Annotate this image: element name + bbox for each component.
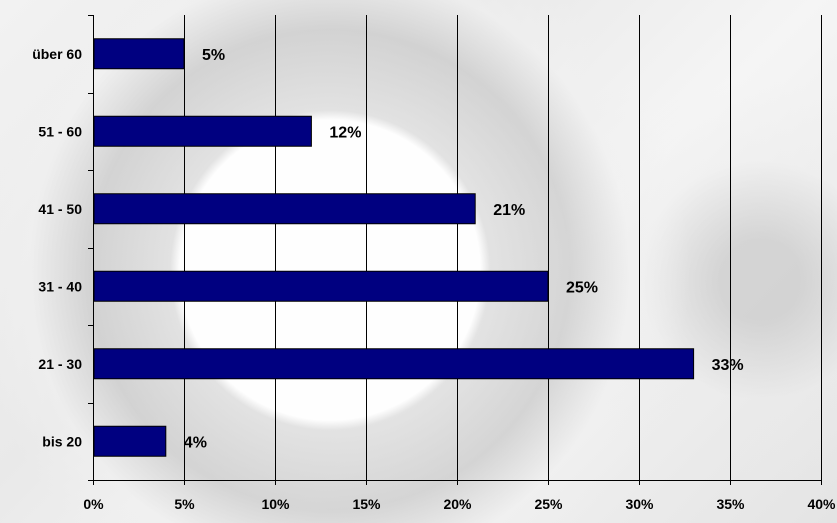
bar-41-50 xyxy=(93,193,476,225)
labels: 0% 5% 10% 15% 20% 25% 30% 35% 40% bis 20 4% 21 - 30… xyxy=(32,46,836,512)
bar-31-40 xyxy=(93,270,549,302)
category-label: 31 - 40 xyxy=(38,278,82,294)
x-tick-label: 5% xyxy=(174,496,195,512)
bars xyxy=(93,38,695,457)
category-label: über 60 xyxy=(32,46,82,62)
x-tick-label: 10% xyxy=(261,496,290,512)
x-tick-label: 35% xyxy=(716,496,745,512)
data-label: 25% xyxy=(566,279,598,296)
data-label: 5% xyxy=(202,47,225,64)
x-tick-label: 25% xyxy=(534,496,563,512)
bar-21-30 xyxy=(93,348,695,380)
axes xyxy=(88,15,822,485)
data-label: 12% xyxy=(329,124,361,141)
x-tick-label: 30% xyxy=(625,496,654,512)
category-label: bis 20 xyxy=(42,433,82,449)
x-tick-label: 0% xyxy=(83,496,104,512)
bar-bis20 xyxy=(93,425,167,457)
x-tick-label: 20% xyxy=(443,496,472,512)
x-tick-label: 15% xyxy=(352,496,381,512)
category-label: 21 - 30 xyxy=(38,356,82,372)
category-label: 51 - 60 xyxy=(38,123,82,139)
x-tick-label: 40% xyxy=(807,496,836,512)
bar-51-60 xyxy=(93,115,312,147)
data-label: 4% xyxy=(184,434,207,451)
grid-lines xyxy=(184,15,822,480)
data-label: 33% xyxy=(712,357,744,374)
data-label: 21% xyxy=(493,202,525,219)
bar-über60 xyxy=(93,38,185,70)
category-label: 41 - 50 xyxy=(38,201,82,217)
